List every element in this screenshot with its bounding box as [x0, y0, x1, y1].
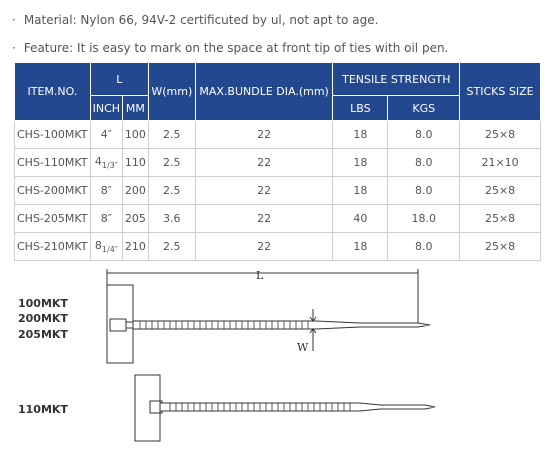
table-cell: 22 — [194, 148, 334, 177]
table-cell: 22 — [194, 176, 334, 205]
table-row: CHS-205MKT 8″ 205 3.6 22 40 18.0 25×8 — [14, 204, 541, 233]
table-cell: 210 — [121, 232, 149, 261]
table-cell: 8″ — [89, 176, 123, 205]
table-row: CHS-100MKT 4″ 100 2.5 22 18 8.0 25×8 — [14, 120, 541, 149]
table-cell: 22 — [194, 232, 334, 261]
table-cell: 8.0 — [387, 120, 461, 149]
table-cell: 110 — [121, 148, 149, 177]
length-label: L — [256, 269, 264, 282]
inch-sub: 1/3″ — [101, 161, 118, 171]
model-label: 200MKT — [18, 312, 68, 325]
table-cell: 81/4″ — [89, 232, 123, 261]
table-cell: 25×8 — [459, 204, 541, 233]
table-cell: 3.6 — [147, 204, 196, 233]
table-cell: 18.0 — [387, 204, 461, 233]
header-cell: L — [89, 62, 149, 96]
table-cell: 25×8 — [459, 176, 541, 205]
inch-main: 8″ — [100, 184, 112, 197]
inch-sub: 1/4″ — [101, 245, 118, 255]
table-cell: CHS-210MKT — [14, 232, 91, 261]
table-cell: 22 — [194, 120, 334, 149]
table-cell: 21×10 — [459, 148, 541, 177]
header-cell: MM — [121, 95, 149, 121]
width-label: W — [297, 341, 309, 354]
model-label: 110MKT — [18, 403, 68, 416]
table-cell: 8.0 — [387, 232, 461, 261]
table-row: CHS-210MKT 81/4″ 210 2.5 22 18 8.0 25×8 — [14, 232, 541, 261]
table-cell: 2.5 — [147, 120, 196, 149]
header-cell: KGS — [387, 95, 461, 121]
table-cell: 25×8 — [459, 120, 541, 149]
table-cell: 2.5 — [147, 176, 196, 205]
table-row: CHS-110MKT 41/3″ 110 2.5 22 18 8.0 21×10 — [14, 148, 541, 177]
table-cell: 18 — [332, 232, 389, 261]
header-cell: INCH — [89, 95, 123, 121]
table-cell: CHS-110MKT — [14, 148, 91, 177]
inch-main: 8 — [94, 238, 102, 252]
table-cell: 41/3″ — [89, 148, 123, 177]
table-cell: 8.0 — [387, 176, 461, 205]
inch-main: 4 — [94, 154, 102, 168]
header-cell: W(mm) — [147, 62, 196, 121]
table-cell: 40 — [332, 204, 389, 233]
note: Material: Nylon 66, 94V-2 certificuted b… — [12, 13, 379, 27]
table-cell: 4″ — [89, 120, 123, 149]
model-label: 100MKT — [18, 297, 68, 310]
table-cell: 18 — [332, 176, 389, 205]
inch-main: 8″ — [100, 212, 112, 225]
table-cell: 2.5 — [147, 232, 196, 261]
inch-main: 4″ — [100, 128, 112, 141]
table-cell: 22 — [194, 204, 334, 233]
header-cell: ITEM.NO. — [14, 62, 91, 121]
table-cell: CHS-205MKT — [14, 204, 91, 233]
table-cell: 18 — [332, 148, 389, 177]
header-cell: TENSILE STRENGTH — [332, 62, 461, 96]
spec-table: ITEM.NO. L W(mm) MAX.BUNDLE DIA.(mm) TEN… — [14, 62, 541, 261]
table-row: CHS-200MKT 8″ 200 2.5 22 18 8.0 25×8 — [14, 176, 541, 205]
table-cell: 8″ — [89, 204, 123, 233]
table-cell: 2.5 — [147, 148, 196, 177]
table-cell: CHS-200MKT — [14, 176, 91, 205]
table-cell: CHS-100MKT — [14, 120, 91, 149]
header-cell: LBS — [332, 95, 389, 121]
table-cell: 205 — [121, 204, 149, 233]
header-cell: STICKS SIZE — [459, 62, 541, 121]
table-cell: 8.0 — [387, 148, 461, 177]
tie-diagram: L W 100MKT 200MKT 205MKT 110MKT — [18, 269, 436, 442]
table-cell: 25×8 — [459, 232, 541, 261]
table-cell: 100 — [121, 120, 149, 149]
model-label: 205MKT — [18, 328, 68, 341]
note: Feature: It is easy to mark on the space… — [12, 41, 449, 55]
table-cell: 200 — [121, 176, 149, 205]
table-cell: 18 — [332, 120, 389, 149]
header-cell: MAX.BUNDLE DIA.(mm) — [194, 62, 334, 121]
